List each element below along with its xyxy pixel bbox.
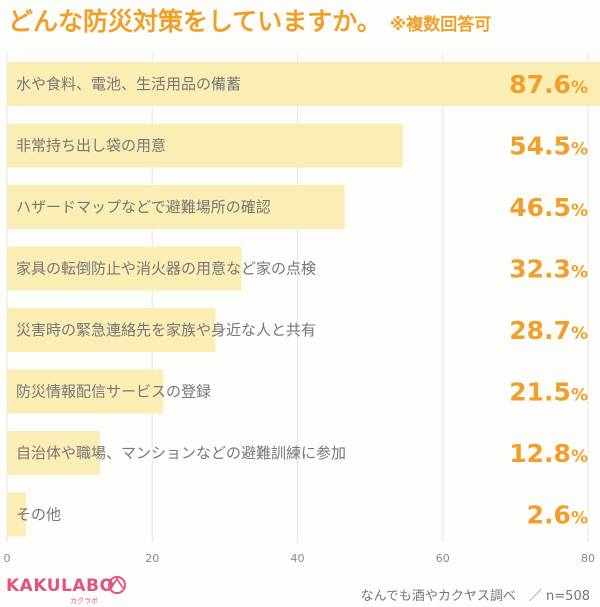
value-label: 2.6% bbox=[527, 501, 588, 530]
logo-circle-icon bbox=[108, 576, 126, 594]
bar bbox=[7, 308, 216, 352]
x-tick-label: 0 bbox=[4, 552, 11, 565]
bar-labels: 水や食料、電池、生活用品の備蓄非常持ち出し袋の用意ハザードマップなどで避難場所の… bbox=[16, 75, 346, 524]
value-label: 54.5% bbox=[509, 132, 588, 161]
x-tick-label: 80 bbox=[581, 552, 595, 565]
x-tick-label: 60 bbox=[436, 552, 450, 565]
category-label: 水や食料、電池、生活用品の備蓄 bbox=[16, 75, 241, 93]
source-note: なんでも酒やカクヤス調べ ／ n=508 bbox=[360, 589, 590, 604]
value-labels: 87.6% 54.5% 46.5% 32.3% 28.7% 21.5% 12.8% 2.6% bbox=[509, 70, 588, 530]
bar-chart: 水や食料、電池、生活用品の備蓄非常持ち出し袋の用意ハザードマップなどで避難場所の… bbox=[4, 52, 600, 565]
kakulabo-logo: KAKULABO カクラボ bbox=[6, 576, 126, 605]
bar bbox=[7, 369, 164, 414]
bar bbox=[7, 123, 403, 168]
x-tick-label: 40 bbox=[291, 552, 305, 565]
logo-mark-icon bbox=[110, 577, 124, 589]
category-label: 自治体や職場、マンションなどの避難訓練に参加 bbox=[16, 444, 346, 462]
logo-kana: カクラボ bbox=[70, 597, 98, 605]
x-tick-label: 20 bbox=[145, 552, 159, 565]
value-label: 12.8% bbox=[509, 439, 588, 468]
logo-text: KAKULABO bbox=[6, 576, 114, 596]
chart-title: どんな防災対策をしていますか。 bbox=[8, 7, 382, 36]
bar bbox=[7, 185, 345, 229]
category-label: 災害時の緊急連絡先を家族や身近な人と共有 bbox=[16, 321, 316, 339]
value-label: 32.3% bbox=[509, 255, 588, 284]
value-label: 21.5% bbox=[509, 378, 588, 407]
value-label: 87.6% bbox=[509, 70, 588, 99]
category-label: その他 bbox=[16, 506, 61, 524]
bar bbox=[7, 246, 242, 291]
category-label: 防災情報配信サービスの登録 bbox=[16, 383, 211, 401]
x-axis-ticks: 0 20 40 60 80 bbox=[4, 552, 596, 565]
category-label: 家具の転倒防止や消火器の用意など家の点検 bbox=[16, 260, 316, 278]
value-label: 46.5% bbox=[509, 193, 588, 222]
category-label: 非常持ち出し袋の用意 bbox=[16, 137, 166, 155]
title-row: どんな防災対策をしていますか。 ※複数回答可 bbox=[8, 2, 491, 42]
bar bbox=[7, 62, 600, 106]
bar bbox=[7, 492, 26, 537]
bar bbox=[7, 431, 100, 475]
chart-subtitle: ※複数回答可 bbox=[389, 15, 492, 35]
value-label: 28.7% bbox=[509, 316, 588, 345]
bars bbox=[7, 62, 600, 537]
category-label: ハザードマップなどで避難場所の確認 bbox=[16, 198, 271, 216]
